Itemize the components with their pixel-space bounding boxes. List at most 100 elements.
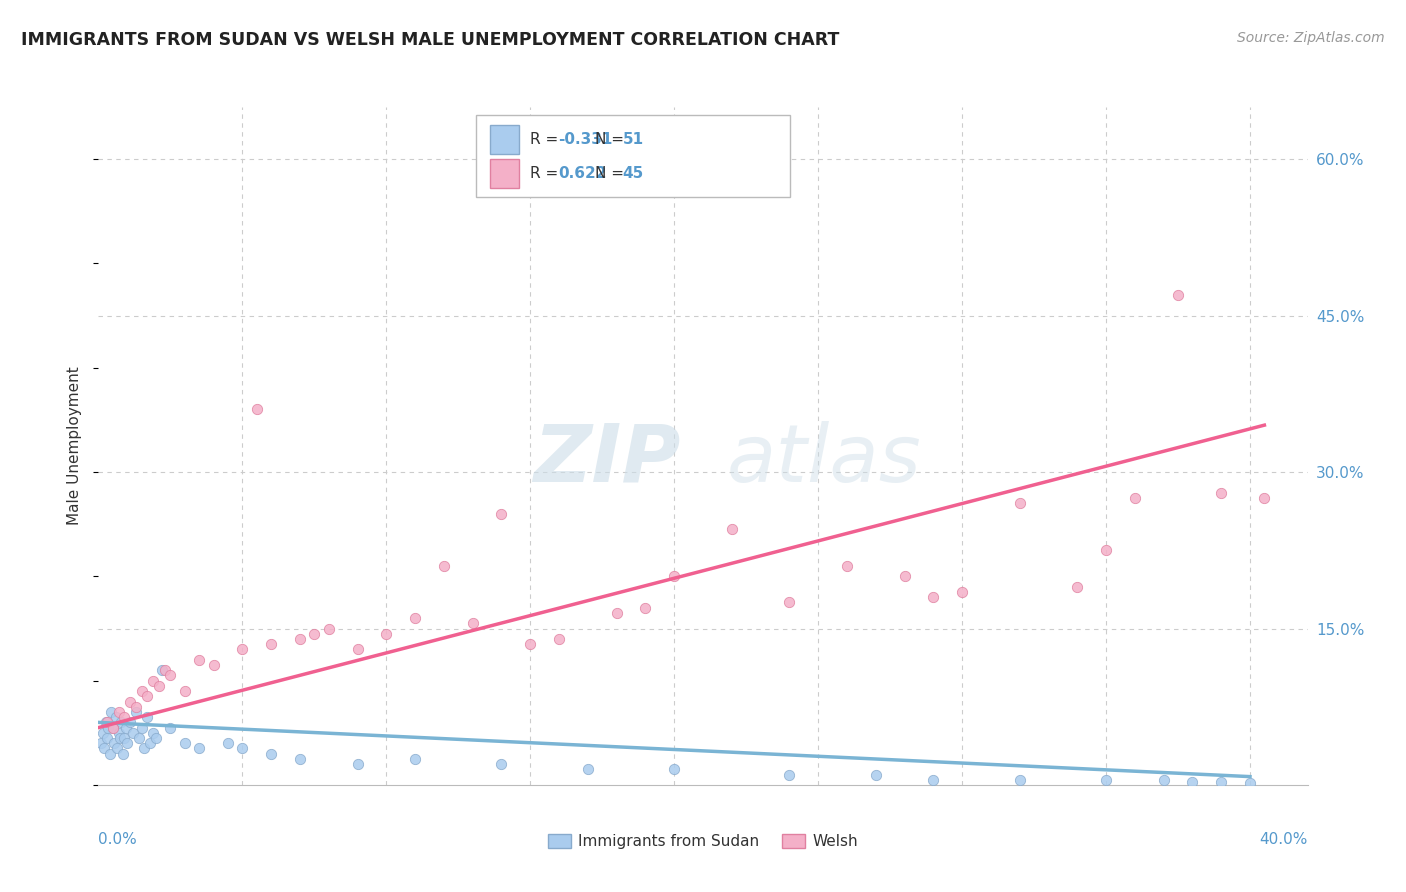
Point (1181, 774, 1204, 789)
Point (778, 767, 800, 781)
Text: ZIP: ZIP (533, 420, 681, 499)
Point (231, 642, 253, 657)
Point (134, 741, 156, 756)
Point (131, 721, 153, 735)
Point (159, 721, 181, 735)
Point (404, 752, 426, 766)
Point (104, 710, 127, 724)
Point (1211, 486, 1233, 500)
Point (125, 699, 148, 714)
Point (288, 752, 311, 766)
Point (136, 690, 159, 704)
Point (96, 715, 118, 730)
Point (664, 569, 686, 583)
Point (108, 731, 131, 745)
Point (1008, 772, 1031, 787)
Point (159, 668, 181, 682)
Point (90, 736, 112, 750)
Point (1066, 580, 1088, 594)
Point (103, 736, 125, 750)
Text: 0.0%: 0.0% (98, 832, 138, 847)
Point (246, 402, 269, 417)
Point (110, 715, 132, 730)
Point (375, 626, 398, 640)
Point (433, 558, 456, 573)
Text: R =: R = (530, 131, 564, 146)
Point (260, 747, 283, 761)
Point (835, 558, 858, 573)
Point (96, 731, 118, 745)
Point (1123, 491, 1146, 505)
Point (304, 626, 326, 640)
Point (346, 642, 368, 657)
Point (101, 721, 124, 735)
Text: -0.331: -0.331 (558, 131, 612, 146)
Point (97, 721, 120, 735)
Text: 51: 51 (623, 131, 644, 146)
Text: Source: ZipAtlas.com: Source: ZipAtlas.com (1237, 31, 1385, 45)
Point (922, 772, 945, 787)
Point (112, 710, 135, 724)
Point (150, 663, 173, 677)
Point (153, 663, 176, 677)
Point (188, 741, 211, 756)
Point (173, 684, 195, 698)
Text: R =: R = (530, 166, 564, 181)
Point (93, 741, 115, 756)
Point (111, 747, 134, 761)
Point (318, 622, 340, 636)
Point (1253, 491, 1275, 505)
Point (491, 757, 513, 772)
Point (202, 658, 225, 673)
Point (1211, 774, 1233, 789)
Text: N =: N = (595, 131, 628, 146)
Legend: Immigrants from Sudan, Welsh: Immigrants from Sudan, Welsh (541, 828, 865, 855)
Text: N =: N = (595, 166, 628, 181)
Point (128, 731, 150, 745)
Text: 40.0%: 40.0% (1260, 832, 1308, 847)
Point (1095, 543, 1118, 558)
Point (148, 679, 170, 693)
Point (120, 715, 142, 730)
Y-axis label: Male Unemployment: Male Unemployment (67, 367, 83, 525)
Point (606, 606, 628, 620)
Point (115, 736, 138, 750)
Point (142, 726, 165, 740)
Point (922, 591, 945, 605)
Point (288, 632, 311, 646)
Point (1008, 496, 1031, 510)
Point (122, 726, 145, 740)
Point (664, 762, 686, 776)
Point (98, 747, 121, 761)
Point (404, 611, 426, 625)
Text: 45: 45 (623, 166, 644, 181)
Point (548, 632, 571, 646)
Point (231, 741, 253, 756)
Point (346, 757, 368, 772)
Point (491, 507, 513, 521)
Point (519, 637, 541, 651)
Point (1095, 772, 1118, 787)
Point (114, 721, 136, 735)
Point (107, 726, 129, 740)
Point (142, 673, 165, 688)
Point (173, 736, 195, 750)
Point (260, 637, 283, 651)
Point (91, 726, 114, 740)
Point (120, 694, 142, 708)
Point (131, 684, 153, 698)
Point (1239, 776, 1261, 790)
Point (576, 762, 599, 776)
Point (139, 736, 162, 750)
Point (217, 736, 239, 750)
Point (778, 595, 800, 609)
Point (101, 721, 124, 735)
Text: 0.622: 0.622 (558, 166, 606, 181)
Point (634, 600, 657, 615)
Point (1153, 772, 1175, 787)
Point (188, 653, 211, 667)
Point (100, 705, 122, 719)
Point (1167, 287, 1189, 301)
Point (107, 705, 129, 719)
Point (94, 715, 117, 730)
